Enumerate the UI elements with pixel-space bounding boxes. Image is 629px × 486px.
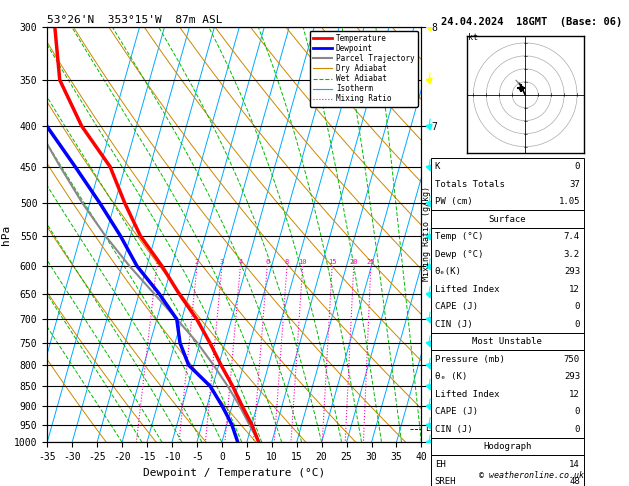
Text: Mixing Ratio (g/kg): Mixing Ratio (g/kg) xyxy=(422,186,431,281)
Text: 0: 0 xyxy=(574,407,580,416)
Text: θₑ (K): θₑ (K) xyxy=(435,372,467,381)
Text: 3: 3 xyxy=(220,259,224,265)
Text: EH: EH xyxy=(435,460,445,469)
Text: 12: 12 xyxy=(569,285,580,294)
Text: 24.04.2024  18GMT  (Base: 06): 24.04.2024 18GMT (Base: 06) xyxy=(441,17,622,27)
Legend: Temperature, Dewpoint, Parcel Trajectory, Dry Adiabat, Wet Adiabat, Isotherm, Mi: Temperature, Dewpoint, Parcel Trajectory… xyxy=(310,31,418,106)
Text: SREH: SREH xyxy=(435,477,456,486)
Text: 4: 4 xyxy=(238,259,243,265)
Text: Pressure (mb): Pressure (mb) xyxy=(435,355,504,364)
Text: K: K xyxy=(435,162,440,171)
Text: 293: 293 xyxy=(564,372,580,381)
Text: CAPE (J): CAPE (J) xyxy=(435,302,477,311)
Text: 53°26'N  353°15'W  87m ASL: 53°26'N 353°15'W 87m ASL xyxy=(47,15,223,25)
Text: Temp (°C): Temp (°C) xyxy=(435,232,483,241)
Text: Lifted Index: Lifted Index xyxy=(435,285,499,294)
Text: LCL: LCL xyxy=(425,424,440,434)
Text: Surface: Surface xyxy=(489,215,526,224)
Text: 0: 0 xyxy=(574,425,580,434)
Text: 3.2: 3.2 xyxy=(564,250,580,259)
Text: 15: 15 xyxy=(328,259,337,265)
Text: CIN (J): CIN (J) xyxy=(435,320,472,329)
Text: 293: 293 xyxy=(564,267,580,276)
Text: 25: 25 xyxy=(367,259,375,265)
Text: 14: 14 xyxy=(569,460,580,469)
Text: 750: 750 xyxy=(564,355,580,364)
Text: 0: 0 xyxy=(574,302,580,311)
Text: CIN (J): CIN (J) xyxy=(435,425,472,434)
Text: 6: 6 xyxy=(265,259,269,265)
Y-axis label: km
ASL: km ASL xyxy=(459,224,477,245)
Text: 1.05: 1.05 xyxy=(559,197,580,206)
Text: kt: kt xyxy=(468,34,478,42)
Text: © weatheronline.co.uk: © weatheronline.co.uk xyxy=(479,471,584,480)
X-axis label: Dewpoint / Temperature (°C): Dewpoint / Temperature (°C) xyxy=(143,468,325,478)
Text: 10: 10 xyxy=(298,259,307,265)
Text: Hodograph: Hodograph xyxy=(483,442,532,451)
Text: CAPE (J): CAPE (J) xyxy=(435,407,477,416)
Text: 20: 20 xyxy=(350,259,358,265)
Text: 48: 48 xyxy=(569,477,580,486)
Text: 12: 12 xyxy=(569,390,580,399)
Text: Most Unstable: Most Unstable xyxy=(472,337,542,346)
Text: 37: 37 xyxy=(569,180,580,189)
Y-axis label: hPa: hPa xyxy=(1,225,11,244)
Text: 2: 2 xyxy=(195,259,199,265)
Text: 7.4: 7.4 xyxy=(564,232,580,241)
Text: 0: 0 xyxy=(574,162,580,171)
Text: Lifted Index: Lifted Index xyxy=(435,390,499,399)
Text: PW (cm): PW (cm) xyxy=(435,197,472,206)
Text: Totals Totals: Totals Totals xyxy=(435,180,504,189)
Text: 1: 1 xyxy=(155,259,159,265)
Text: 0: 0 xyxy=(574,320,580,329)
Text: 8: 8 xyxy=(285,259,289,265)
Text: Dewp (°C): Dewp (°C) xyxy=(435,250,483,259)
Text: θₑ(K): θₑ(K) xyxy=(435,267,462,276)
